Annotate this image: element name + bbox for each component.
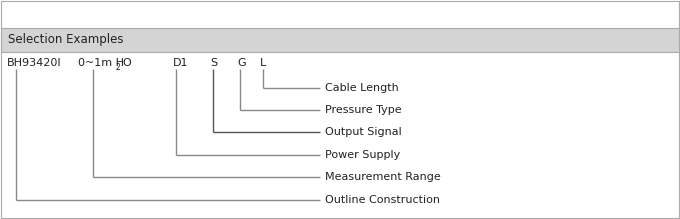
- Text: 0~1m H: 0~1m H: [78, 58, 124, 68]
- Text: Pressure Type: Pressure Type: [325, 105, 402, 115]
- Text: Selection Examples: Selection Examples: [8, 34, 124, 46]
- Text: 2: 2: [116, 62, 121, 71]
- Text: BH93420I: BH93420I: [7, 58, 62, 68]
- Bar: [1, 28, 679, 52]
- Text: O: O: [122, 58, 131, 68]
- Text: Measurement Range: Measurement Range: [325, 172, 441, 182]
- Text: Outline Construction: Outline Construction: [325, 195, 440, 205]
- Text: Power Supply: Power Supply: [325, 150, 401, 160]
- Text: G: G: [237, 58, 245, 68]
- Text: Cable Length: Cable Length: [325, 83, 398, 93]
- Text: S: S: [210, 58, 217, 68]
- Text: L: L: [260, 58, 267, 68]
- Text: D1: D1: [173, 58, 188, 68]
- Text: Output Signal: Output Signal: [325, 127, 402, 137]
